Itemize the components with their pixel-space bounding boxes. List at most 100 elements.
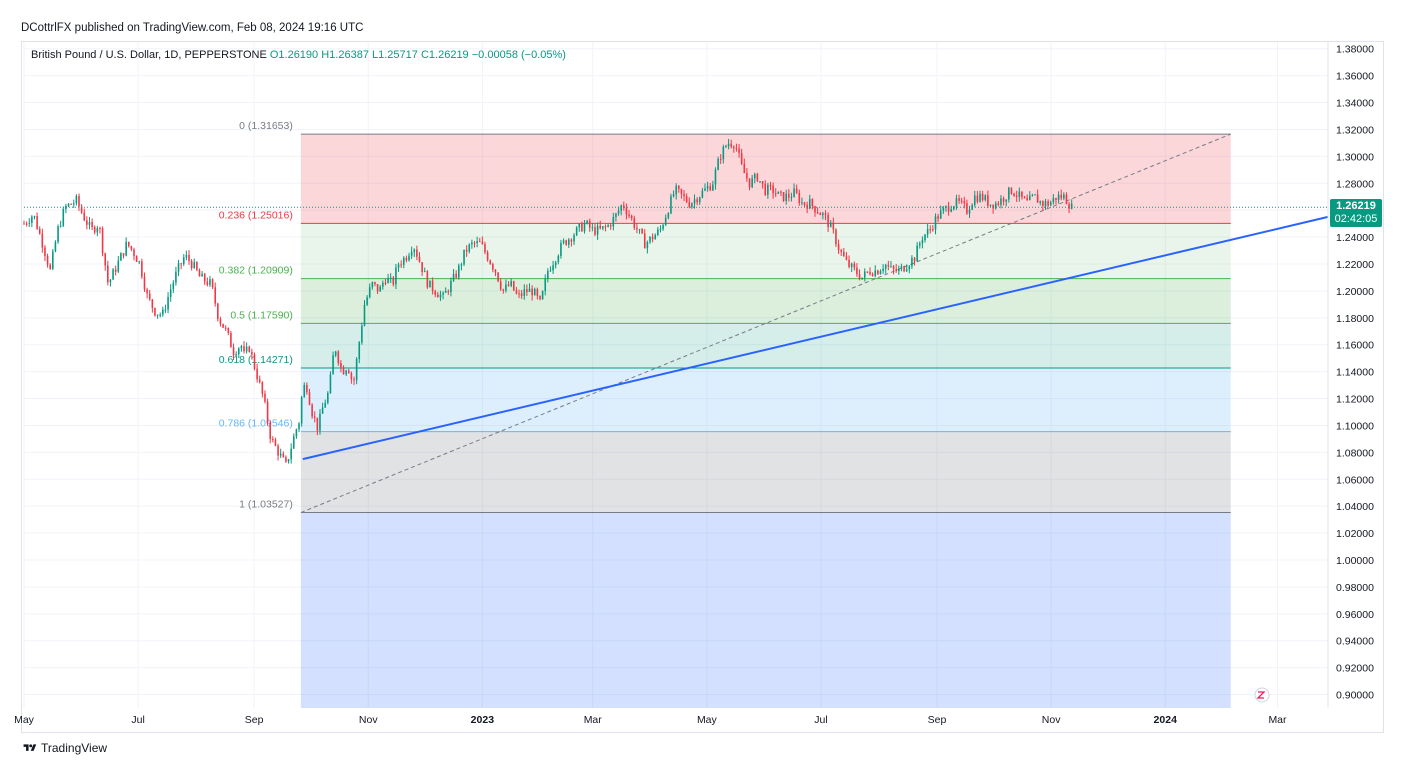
candle-body — [130, 246, 133, 250]
candle-body — [882, 268, 884, 272]
fib-level-label: 0 (1.31653) — [239, 120, 293, 132]
candle-body — [892, 266, 895, 270]
candle-body — [505, 284, 507, 291]
candle-body — [735, 148, 738, 150]
fib-trend-diagonal — [300, 133, 1231, 514]
candle-body — [36, 216, 38, 229]
candle-body — [256, 368, 258, 380]
drawing-tool-icon[interactable] — [1254, 687, 1270, 703]
candle-body — [355, 359, 358, 381]
price-axis-label: 1.00000 — [1336, 555, 1374, 567]
candle-body — [761, 181, 764, 184]
candle-body — [633, 218, 636, 228]
candle-body — [49, 264, 51, 269]
candle-body — [955, 198, 958, 207]
candle-body — [214, 287, 217, 304]
candle-body — [822, 213, 824, 216]
candle-body — [680, 188, 683, 194]
candle-body — [523, 289, 526, 296]
candle-body — [704, 188, 706, 191]
candle-body — [416, 249, 418, 257]
candle-body — [366, 297, 368, 305]
candle-body — [177, 263, 180, 272]
candle-body — [1042, 201, 1044, 206]
candle-body — [730, 143, 732, 147]
candle-body — [662, 225, 664, 229]
candle-body — [151, 299, 154, 308]
candle-body — [617, 210, 620, 214]
candle-body — [581, 223, 583, 232]
candle-body — [471, 242, 473, 245]
candle-body — [148, 293, 151, 300]
tradingview-logo-icon — [23, 744, 37, 751]
candle-body — [481, 241, 484, 245]
candle-body — [767, 184, 769, 195]
candle-body — [468, 244, 471, 252]
candle-body — [719, 159, 722, 161]
candle-body — [769, 184, 772, 186]
candle-body — [78, 195, 80, 207]
candle-body — [193, 262, 196, 269]
candle-body — [340, 362, 342, 368]
candle-body — [54, 241, 57, 252]
candle-body — [361, 325, 363, 343]
candle-body — [67, 203, 70, 206]
candle-body — [759, 181, 761, 183]
candle-body — [1065, 194, 1068, 205]
candle-body — [685, 196, 688, 203]
candle-body — [156, 314, 159, 316]
candle-body — [856, 267, 858, 275]
published-caption: DCottrlFX published on TradingView.com, … — [21, 22, 364, 34]
candle-body — [455, 273, 457, 278]
candle-body — [125, 241, 127, 256]
candle-body — [932, 229, 934, 231]
candle-body — [898, 268, 900, 272]
candle-body — [748, 178, 751, 188]
candle-body — [444, 291, 447, 293]
candle-body — [65, 205, 67, 210]
candle-body — [31, 216, 33, 223]
candle-body — [222, 323, 224, 328]
candle-body — [1002, 198, 1005, 202]
candle-body — [62, 209, 65, 226]
candle-body — [643, 233, 646, 249]
candle-body — [698, 197, 701, 203]
candle-body — [434, 291, 437, 295]
time-axis-label: Mar — [584, 714, 603, 726]
candle-body — [203, 273, 206, 282]
candle-body — [987, 195, 989, 206]
candle-body — [277, 445, 279, 456]
fib-zone — [300, 431, 1231, 513]
candle-body — [1031, 194, 1034, 196]
candle-body — [824, 213, 827, 215]
candle-body — [1047, 201, 1049, 206]
candle-body — [973, 195, 976, 205]
price-axis-label: 1.34000 — [1336, 98, 1374, 110]
candle-body — [57, 226, 59, 242]
chart-frame[interactable] — [21, 41, 1384, 733]
candle-body — [691, 203, 693, 208]
candle-body — [1021, 191, 1023, 197]
candle-body — [1034, 194, 1036, 196]
candle-body — [989, 204, 992, 206]
candle-body — [104, 253, 106, 266]
candle-body — [38, 228, 41, 234]
low-value: L1.25717 — [372, 49, 418, 61]
candle-body — [835, 229, 837, 245]
trendline[interactable] — [302, 215, 1329, 461]
candle-body — [59, 225, 62, 227]
candle-body — [494, 269, 497, 273]
candle-body — [72, 203, 75, 205]
candle-body — [727, 143, 730, 147]
time-axis-label: Nov — [359, 714, 378, 726]
candle-body — [1018, 191, 1021, 197]
candle-body — [80, 206, 83, 213]
candle-body — [628, 214, 630, 216]
candle-body — [782, 192, 785, 201]
candle-body — [877, 270, 879, 275]
price-axis-label: 0.96000 — [1336, 609, 1374, 621]
price-axis-label: 1.18000 — [1336, 313, 1374, 325]
candle-body — [353, 379, 355, 381]
candle-body — [785, 193, 787, 201]
